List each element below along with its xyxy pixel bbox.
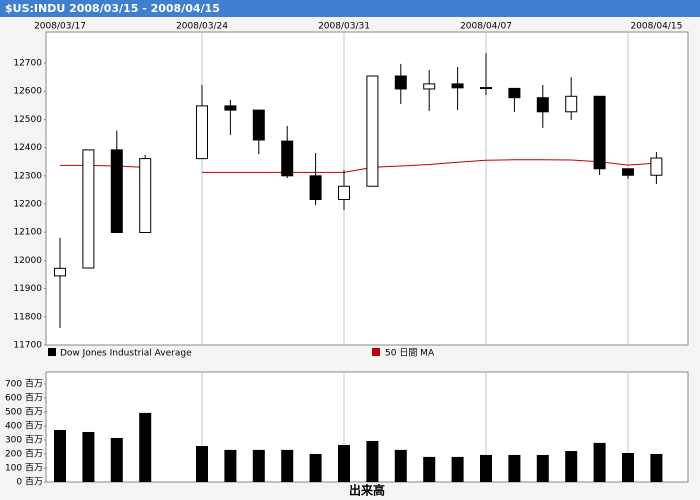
x-axis-label: 出来高 bbox=[349, 483, 385, 498]
candle-body bbox=[309, 175, 322, 200]
y-tick-label: 200 百万 bbox=[5, 448, 43, 459]
candle-body bbox=[451, 83, 464, 89]
volume-bar bbox=[252, 449, 265, 482]
y-tick-label: 12700 bbox=[13, 59, 42, 69]
y-tick-label: 11900 bbox=[13, 284, 42, 294]
candle-body bbox=[139, 158, 152, 233]
y-tick-label: 700 百万 bbox=[5, 378, 43, 389]
title-bar bbox=[0, 0, 700, 17]
volume-bar bbox=[423, 456, 436, 482]
volume-bar bbox=[451, 456, 464, 482]
volume-bar bbox=[480, 454, 492, 482]
volume-bar bbox=[196, 445, 208, 482]
x-tick-label: 2008/04/07 bbox=[460, 22, 512, 32]
y-tick-label: 12100 bbox=[13, 228, 42, 238]
y-tick-label: 12600 bbox=[13, 87, 42, 97]
candle-body bbox=[394, 75, 407, 90]
candle-body bbox=[622, 168, 634, 176]
candle-body bbox=[650, 157, 663, 176]
candle-body bbox=[536, 97, 549, 113]
volume-bar bbox=[139, 412, 152, 482]
legend-label: Dow Jones Industrial Average bbox=[60, 349, 192, 359]
x-tick-label: 2008/03/17 bbox=[34, 22, 86, 32]
y-tick-label: 600 百万 bbox=[5, 392, 43, 403]
candle-body bbox=[54, 267, 66, 277]
candle-body bbox=[366, 75, 379, 187]
candle-body bbox=[110, 149, 123, 233]
ma-line bbox=[60, 159, 657, 173]
volume-bar bbox=[54, 430, 66, 482]
y-tick-label: 12300 bbox=[13, 171, 42, 181]
candle-body bbox=[593, 95, 606, 170]
y-tick-label: 0 百万 bbox=[16, 477, 43, 488]
candle-body bbox=[508, 87, 521, 99]
y-tick-label: 12200 bbox=[13, 200, 42, 210]
volume-bar bbox=[593, 442, 606, 482]
x-tick-label: 2008/04/15 bbox=[630, 22, 682, 32]
volume-bar bbox=[309, 453, 322, 482]
candle-body bbox=[281, 140, 294, 177]
volume-bar bbox=[110, 438, 123, 482]
y-tick-label: 12400 bbox=[13, 143, 42, 153]
legend-swatch bbox=[48, 348, 56, 356]
legend-swatch bbox=[372, 348, 380, 356]
volume-bar bbox=[338, 445, 350, 482]
volume-bar bbox=[224, 449, 237, 482]
window-title: $US:INDU 2008/03/15 - 2008/04/15 bbox=[5, 2, 220, 15]
y-tick-label: 500 百万 bbox=[5, 406, 43, 417]
price-plot bbox=[45, 31, 689, 346]
candle-body bbox=[565, 95, 578, 113]
x-tick-label: 2008/03/24 bbox=[176, 22, 228, 32]
y-tick-label: 11800 bbox=[13, 312, 42, 322]
candle-body bbox=[252, 109, 265, 141]
candle-body bbox=[224, 105, 237, 111]
y-tick-label: 11700 bbox=[13, 341, 42, 351]
volume-bar bbox=[536, 454, 549, 482]
y-tick-label: 100 百万 bbox=[5, 462, 43, 473]
y-tick-label: 12000 bbox=[13, 256, 42, 266]
y-tick-label: 12500 bbox=[13, 115, 42, 125]
volume-bar bbox=[650, 453, 663, 482]
y-tick-label: 400 百万 bbox=[5, 420, 43, 431]
volume-bar bbox=[82, 431, 95, 482]
volume-bar bbox=[281, 449, 294, 482]
volume-bar bbox=[622, 452, 634, 482]
legend-label: 50 日間 MA bbox=[385, 348, 435, 359]
candle-body bbox=[480, 87, 492, 90]
candle-body bbox=[196, 105, 208, 160]
y-tick-label: 300 百万 bbox=[5, 434, 43, 445]
candle-body bbox=[338, 185, 350, 200]
volume-bar bbox=[508, 454, 521, 482]
volume-bar bbox=[366, 440, 379, 482]
x-tick-label: 2008/03/31 bbox=[318, 22, 370, 32]
candle-body bbox=[423, 83, 436, 90]
volume-bar bbox=[394, 449, 407, 482]
volume-bar bbox=[565, 451, 578, 482]
candle-body bbox=[82, 149, 95, 269]
